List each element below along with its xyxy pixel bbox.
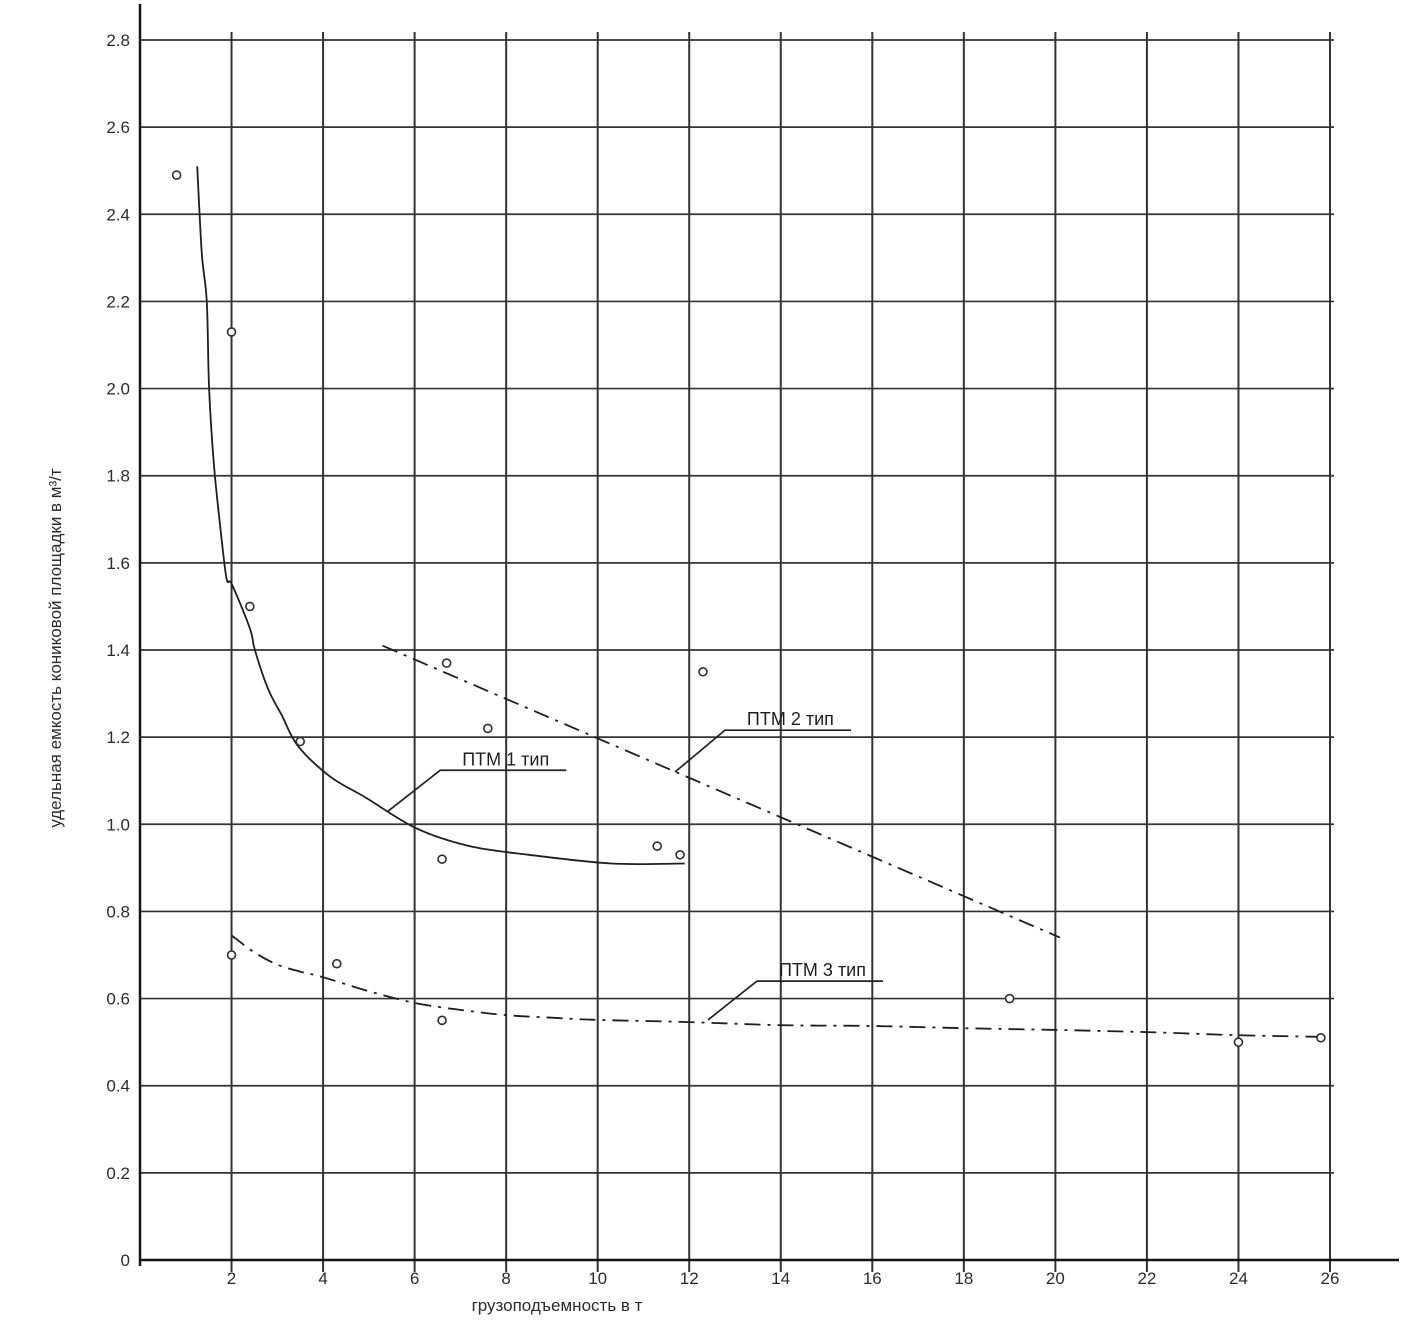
y-tick-label: 2.0: [106, 380, 130, 399]
data-point: [698, 666, 708, 677]
data-point: [675, 849, 685, 860]
x-tick-label: 22: [1137, 1269, 1156, 1288]
x-tick-label: 18: [954, 1269, 973, 1288]
data-point: [437, 854, 447, 864]
data-point: [295, 736, 305, 747]
series-label: ПТМ 3 тип: [779, 960, 866, 980]
curve-ptm-1: [196, 166, 685, 866]
data-point: [652, 841, 662, 851]
x-tick-label: 16: [863, 1269, 882, 1288]
x-tick-label: 24: [1229, 1269, 1248, 1288]
data-point: [1004, 993, 1015, 1004]
data-point: [245, 601, 255, 612]
x-tick-label: 14: [771, 1269, 790, 1288]
x-tick-label: 6: [410, 1269, 419, 1288]
y-tick-label: 0.6: [106, 990, 130, 1009]
y-tick-label: 0.8: [106, 902, 130, 921]
data-point: [226, 950, 237, 960]
x-tick-label: 12: [680, 1269, 699, 1288]
y-tick-label: 2.4: [106, 205, 130, 224]
series-label-leader: [674, 729, 851, 773]
x-tick-label: 10: [588, 1269, 607, 1288]
curve-ptm-3: [231, 934, 1324, 1038]
y-axis-title: удельная емкость кониковой площадки в м³…: [46, 468, 65, 828]
series-label-leader: [387, 769, 567, 812]
x-tick-label: 4: [318, 1269, 327, 1288]
data-point: [226, 327, 237, 337]
data-point: [437, 1015, 447, 1026]
y-tick-label: 2.6: [106, 118, 130, 137]
series-label-leader: [707, 980, 883, 1021]
x-tick-label: 20: [1046, 1269, 1065, 1288]
x-tick-label: 2: [227, 1269, 236, 1288]
y-tick-label: 1.2: [106, 728, 130, 747]
y-tick-label: 2.8: [106, 31, 130, 50]
x-tick-label: 26: [1321, 1269, 1340, 1288]
y-tick-label: 1.4: [106, 641, 130, 660]
series-label: ПТМ 1 тип: [462, 749, 549, 769]
data-point: [441, 658, 452, 668]
data-point: [171, 170, 182, 180]
data-point: [1233, 1037, 1244, 1047]
series-label: ПТМ 2 тип: [747, 709, 834, 729]
y-tick-label: 0.2: [106, 1164, 130, 1183]
data-point: [332, 958, 342, 969]
y-tick-label: 0: [121, 1251, 130, 1270]
data-point: [1316, 1032, 1326, 1043]
data-point: [483, 723, 493, 734]
y-tick-label: 1.0: [106, 815, 130, 834]
curve-ptm-2: [382, 644, 1061, 939]
y-tick-label: 0.4: [106, 1077, 130, 1096]
y-tick-label: 1.8: [106, 467, 130, 486]
x-tick-label: 8: [501, 1269, 510, 1288]
y-tick-label: 1.6: [106, 554, 130, 573]
y-tick-label: 2.2: [106, 292, 130, 311]
x-axis-title: грузоподъемность в т: [471, 1296, 643, 1315]
